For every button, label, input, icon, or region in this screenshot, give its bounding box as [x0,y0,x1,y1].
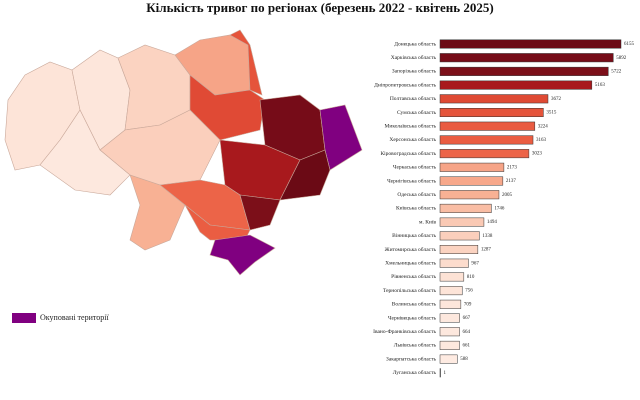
bar [439,53,614,63]
value-label: 1 [444,371,447,376]
y-tick-label: Донецька область [394,40,436,47]
y-tick-label: Тернопільська область [383,287,437,294]
y-tick-label: Хмельницька область [385,259,436,266]
y-tick-label: Полтавська область [390,95,437,102]
value-label: 667 [463,316,471,321]
y-tick-label: Закарпатська область [386,355,436,362]
y-tick-label: м. Київ [419,219,436,225]
y-tick-label: Львівська область [394,342,437,349]
bar [439,121,536,131]
y-tick-label: Херсонська область [389,136,436,143]
bar [439,66,609,76]
bar [439,108,544,117]
value-label: 2173 [507,165,518,170]
bar [439,272,465,282]
bar [439,299,462,309]
value-label: 6155 [624,42,635,47]
value-label: 5892 [616,56,627,61]
y-tick-label: Черкаська область [393,164,437,171]
value-label: 5722 [611,70,622,75]
bar [439,327,460,337]
y-tick-label: Вінницька область [392,232,436,239]
y-tick-label: Івано-Франківська область [373,328,436,335]
value-label: 661 [462,344,470,349]
y-tick-label: Харківська область [391,54,437,61]
value-label: 3023 [532,152,543,157]
bar [439,190,500,200]
bar [439,162,505,172]
y-tick-label: Кіровоградська область [380,150,436,157]
value-label: 3672 [551,97,562,102]
legend-swatch [12,313,36,323]
bar [439,313,460,323]
y-tick-label: Волинська область [392,301,437,308]
legend-label: Окуповані території [40,313,110,322]
y-tick-label: Сумська область [397,109,436,116]
y-tick-label: Чернівецька область [388,314,437,321]
y-tick-label: Луганська область [393,369,437,376]
bar [439,80,593,90]
value-label: 756 [465,289,473,294]
value-label: 1338 [482,234,493,239]
value-label: 5163 [595,83,606,88]
value-label: 2137 [506,179,517,184]
bar [439,135,534,145]
bar [439,245,479,254]
value-label: 3224 [538,124,549,129]
bar [439,217,485,227]
value-label: 1287 [481,248,492,253]
bar [439,368,441,378]
y-tick-label: Дніпропетровська область [374,81,436,88]
value-label: 709 [464,302,472,307]
value-label: 967 [471,261,479,266]
y-tick-label: Запорізька область [392,68,437,75]
value-label: 588 [460,357,468,362]
y-tick-label: Рівненська область [391,273,436,280]
bar [439,354,458,364]
value-label: 664 [463,330,471,335]
y-tick-label: Одеська область [397,191,436,198]
bar [439,203,492,213]
bar [439,286,463,296]
chart-title: Кількість тривог по регіонах (березень 2… [146,0,494,15]
y-tick-label: Чернігівська область [387,177,436,184]
bar [439,149,530,159]
bar [439,94,549,104]
bar [439,231,480,241]
bar [439,340,460,350]
value-label: 1494 [487,220,498,225]
value-label: 2005 [502,193,513,198]
bar [439,39,622,49]
value-label: 3515 [546,111,557,116]
value-label: 1746 [494,207,505,212]
value-label: 810 [467,275,475,280]
y-tick-label: Миколаївська область [385,122,437,129]
bar [439,176,504,186]
y-tick-label: Житомирська область [385,246,437,253]
value-label: 3163 [536,138,547,143]
y-tick-label: Київська область [396,205,437,212]
bar [439,258,469,268]
map [4,29,363,276]
